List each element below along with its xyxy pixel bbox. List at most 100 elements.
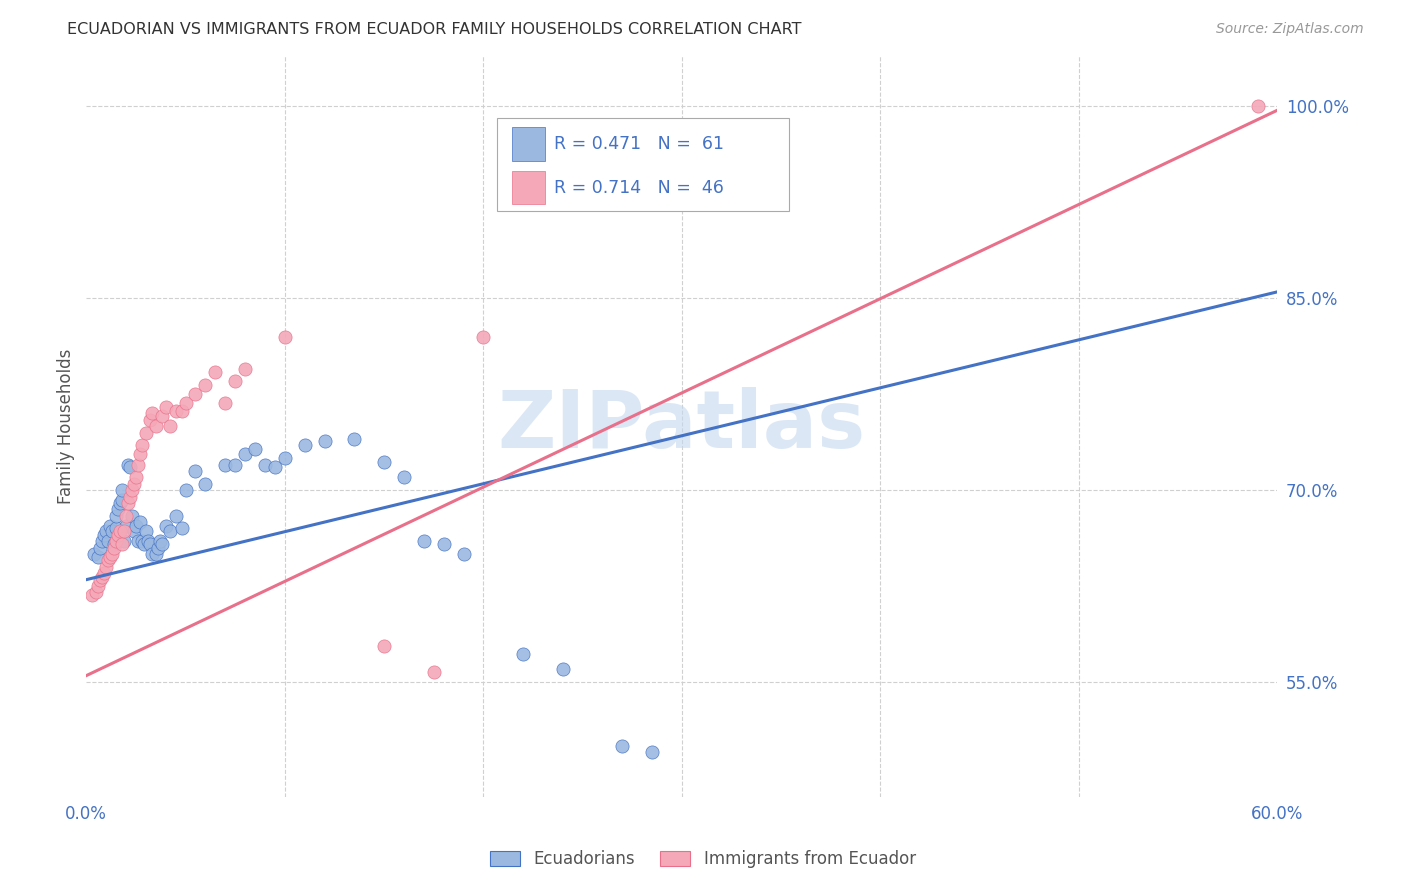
Bar — [512, 171, 546, 204]
Point — [93, 566, 115, 581]
Point — [170, 521, 193, 535]
Point — [101, 524, 124, 538]
Point — [117, 496, 139, 510]
Point — [125, 519, 148, 533]
Point — [108, 524, 131, 538]
Point — [392, 470, 415, 484]
Point — [159, 524, 181, 538]
Legend: Ecuadorians, Immigrants from Ecuador: Ecuadorians, Immigrants from Ecuador — [484, 844, 922, 875]
Point — [87, 579, 110, 593]
Text: ZIPatlas: ZIPatlas — [498, 387, 866, 465]
Point — [453, 547, 475, 561]
Point — [82, 588, 104, 602]
Point — [107, 502, 129, 516]
Point — [145, 547, 167, 561]
Point — [155, 400, 177, 414]
Point — [103, 541, 125, 555]
Point — [174, 396, 197, 410]
Point — [91, 534, 114, 549]
Point — [551, 662, 574, 676]
Y-axis label: Family Households: Family Households — [58, 349, 75, 504]
Point — [433, 537, 456, 551]
Point — [612, 739, 634, 753]
Point — [107, 528, 129, 542]
Point — [127, 458, 149, 472]
Point — [111, 493, 134, 508]
Point — [641, 745, 664, 759]
Text: Source: ZipAtlas.com: Source: ZipAtlas.com — [1216, 22, 1364, 37]
Point — [264, 460, 287, 475]
Point — [145, 419, 167, 434]
Point — [117, 458, 139, 472]
Point — [97, 534, 120, 549]
Point — [122, 476, 145, 491]
Point — [135, 425, 157, 440]
Point — [204, 366, 226, 380]
Point — [343, 432, 366, 446]
Point — [105, 534, 128, 549]
Point — [274, 451, 297, 466]
Text: R = 0.471   N =  61: R = 0.471 N = 61 — [554, 136, 724, 153]
Point — [115, 508, 138, 523]
Point — [214, 458, 236, 472]
Point — [150, 537, 173, 551]
Point — [128, 515, 150, 529]
Point — [112, 524, 135, 538]
Point — [472, 329, 495, 343]
Point — [373, 455, 395, 469]
Point — [135, 524, 157, 538]
Point — [118, 460, 141, 475]
Point — [373, 639, 395, 653]
Point — [89, 541, 111, 555]
Point — [127, 534, 149, 549]
Point — [165, 404, 187, 418]
Point — [112, 534, 135, 549]
Point — [146, 541, 169, 555]
Point — [149, 534, 172, 549]
Bar — [512, 128, 546, 161]
Point — [105, 521, 128, 535]
Point — [233, 361, 256, 376]
Point — [141, 547, 163, 561]
Point — [108, 496, 131, 510]
Point — [97, 553, 120, 567]
Point — [150, 409, 173, 423]
Point — [1246, 99, 1268, 113]
Point — [94, 560, 117, 574]
Point — [314, 434, 336, 449]
Point — [121, 483, 143, 497]
Point — [194, 476, 217, 491]
Point — [184, 387, 207, 401]
Point — [141, 406, 163, 420]
Point — [253, 458, 276, 472]
Point — [274, 329, 297, 343]
Point — [132, 537, 155, 551]
Point — [125, 470, 148, 484]
Point — [121, 508, 143, 523]
Point — [159, 419, 181, 434]
Point — [131, 438, 153, 452]
Text: R = 0.714   N =  46: R = 0.714 N = 46 — [554, 178, 724, 197]
Point — [91, 570, 114, 584]
Point — [243, 442, 266, 457]
Point — [224, 458, 246, 472]
Point — [131, 534, 153, 549]
Point — [94, 524, 117, 538]
Text: ECUADORIAN VS IMMIGRANTS FROM ECUADOR FAMILY HOUSEHOLDS CORRELATION CHART: ECUADORIAN VS IMMIGRANTS FROM ECUADOR FA… — [67, 22, 801, 37]
Point — [184, 464, 207, 478]
Point — [118, 490, 141, 504]
Point — [87, 549, 110, 564]
Point — [93, 528, 115, 542]
Point — [155, 519, 177, 533]
Point — [101, 547, 124, 561]
Point — [122, 524, 145, 538]
Point — [98, 519, 121, 533]
Point — [139, 413, 162, 427]
Point — [111, 537, 134, 551]
Point — [512, 647, 534, 661]
Point — [194, 378, 217, 392]
Point — [89, 573, 111, 587]
Point — [103, 537, 125, 551]
FancyBboxPatch shape — [498, 119, 789, 211]
Point — [214, 396, 236, 410]
